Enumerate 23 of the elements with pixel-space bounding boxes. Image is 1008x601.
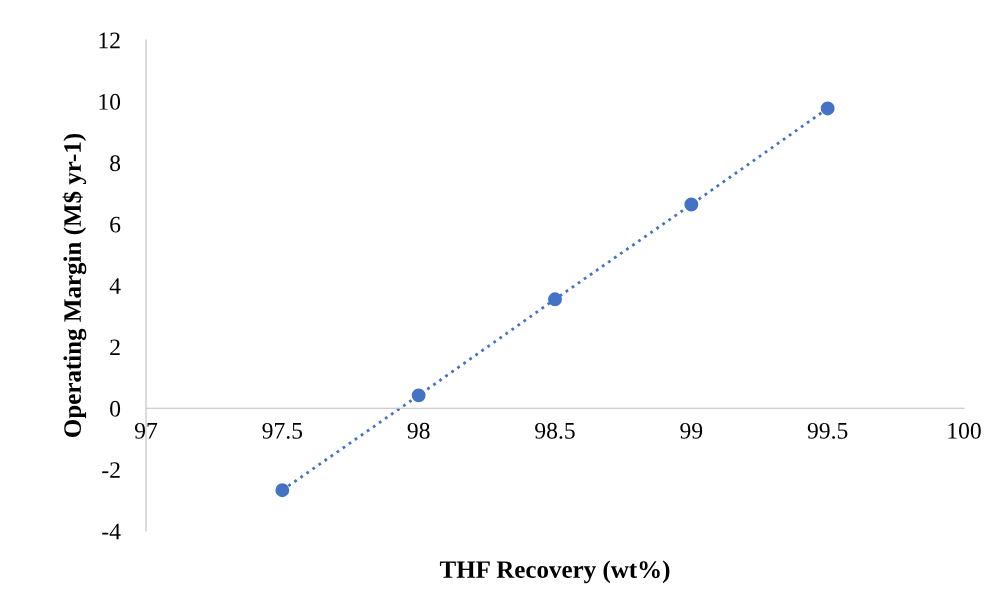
- x-tick-label: 99: [680, 422, 703, 439]
- y-tick-label: 8: [110, 155, 121, 172]
- y-tick-label: 12: [99, 32, 120, 49]
- x-tick-label: 98.5: [535, 422, 575, 439]
- x-tick-label: 99.5: [807, 422, 848, 439]
- y-tick-label: 4: [109, 278, 121, 294]
- y-tick-label: -4: [102, 523, 121, 540]
- y-tick-label: 10: [99, 93, 121, 110]
- point: [820, 101, 835, 116]
- point: [684, 197, 699, 212]
- y-tick-label: 2: [110, 339, 120, 356]
- x-tick-label: 97.5: [262, 422, 303, 439]
- y-tick-label: -2: [102, 462, 120, 478]
- point: [548, 292, 562, 307]
- x-axis-title: THF Recovery (wt%): [439, 560, 670, 584]
- point: [411, 388, 426, 403]
- y-axis-title: Operating Margin (M$ yr-1): [62, 133, 87, 437]
- point: [275, 483, 290, 498]
- y-tick-label: 6: [110, 216, 121, 233]
- x-tick-label: 97: [134, 422, 158, 439]
- x-tick-label: 98: [407, 422, 430, 439]
- x-tick-label: 100: [948, 422, 981, 439]
- y-tick-label: 0: [110, 400, 121, 417]
